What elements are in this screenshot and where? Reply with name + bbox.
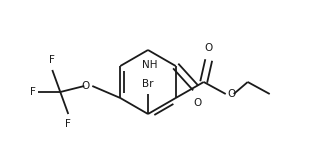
Text: NH: NH [142,60,158,70]
Text: O: O [194,98,202,108]
Text: O: O [81,81,89,91]
Text: O: O [204,43,213,53]
Text: F: F [49,55,55,65]
Text: Br: Br [142,79,154,89]
Text: F: F [65,119,71,129]
Text: O: O [228,89,236,99]
Text: F: F [30,87,36,97]
